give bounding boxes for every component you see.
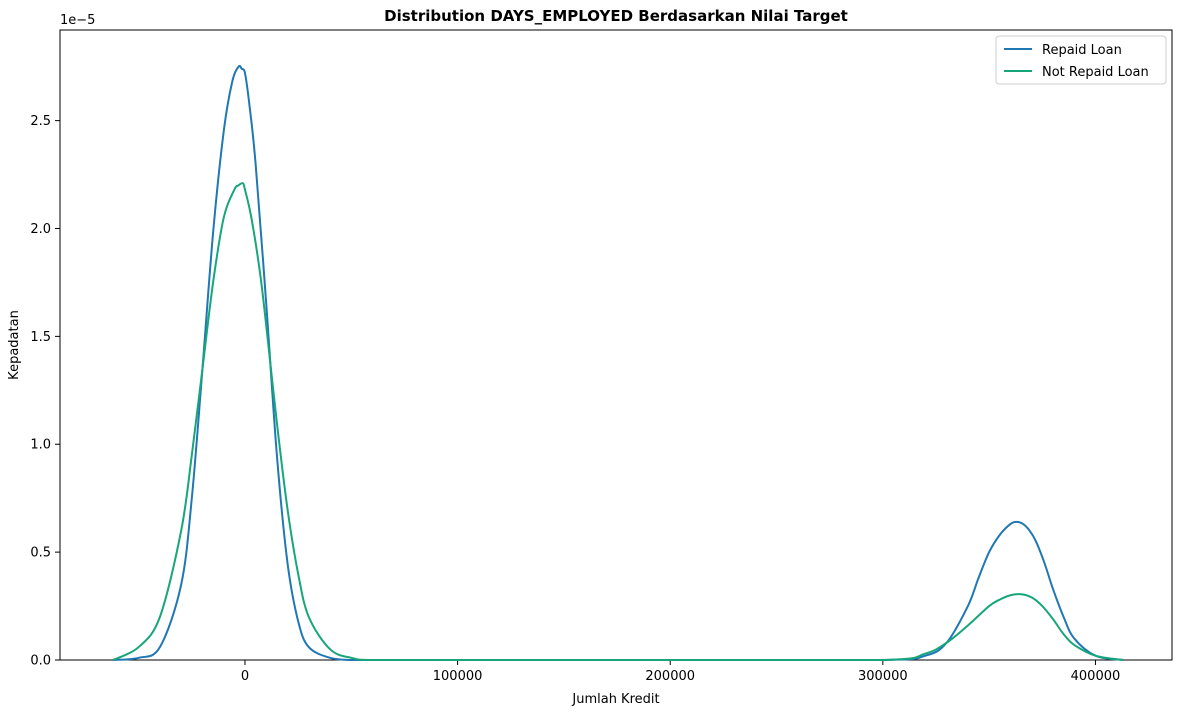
x-tick-label: 200000: [645, 669, 695, 684]
legend: Repaid Loan Not Repaid Loan: [995, 35, 1167, 85]
chart-title: Distribution DAYS_EMPLOYED Berdasarkan N…: [384, 7, 848, 25]
series-group: [112, 64, 1124, 662]
series-line-not-repaid-loan: [112, 182, 1124, 662]
series-line-repaid-loan: [113, 64, 1124, 662]
plot-frame: [59, 29, 1173, 661]
x-tick-label: 0: [241, 669, 249, 684]
y-axis: 0.0 0.5 1.0 1.5 2.0 2.5: [30, 114, 60, 669]
x-tick-label: 400000: [1071, 669, 1121, 684]
y-tick-label: 2.0: [30, 222, 51, 237]
x-axis-label: Jumlah Kredit: [571, 692, 659, 707]
legend-label-not-repaid: Not Repaid Loan: [1042, 65, 1149, 80]
y-tick-label: 0.5: [30, 546, 51, 561]
y-tick-label: 1.0: [30, 438, 51, 453]
y-tick-label: 1.5: [30, 330, 51, 345]
x-tick-label: 300000: [858, 669, 908, 684]
y-tick-label: 0.0: [30, 654, 51, 669]
legend-box: [995, 35, 1167, 85]
y-scale-label: 1e−5: [60, 13, 95, 28]
legend-label-repaid: Repaid Loan: [1042, 43, 1122, 58]
x-tick-label: 100000: [433, 669, 483, 684]
x-axis: 0 100000 200000 300000 400000: [241, 660, 1120, 684]
plot-area: [59, 29, 1173, 661]
y-tick-label: 2.5: [30, 114, 51, 129]
y-axis-label: Kepadatan: [7, 310, 22, 380]
